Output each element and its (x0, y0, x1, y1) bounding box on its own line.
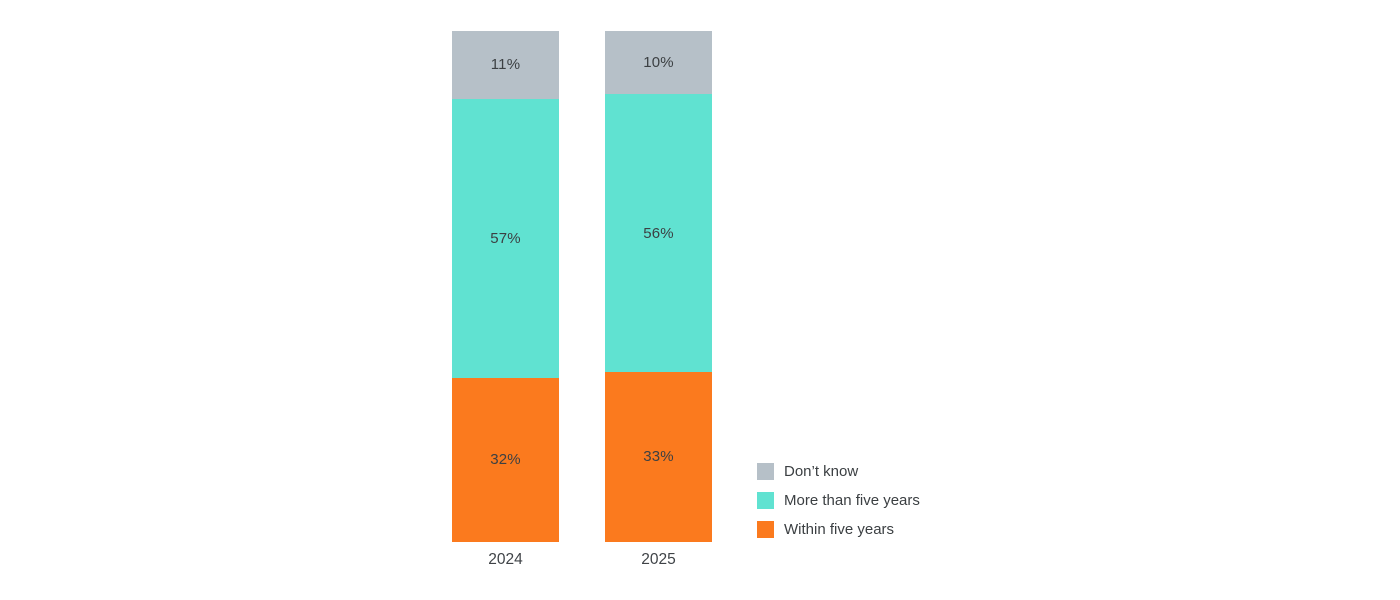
chart-legend: Don’t know More than five years Within f… (757, 462, 920, 549)
legend-item-within-five-years: Within five years (757, 520, 920, 538)
legend-swatch-more-than-five-years (757, 491, 774, 509)
category-label-2025: 2025 (641, 551, 676, 568)
segment-value-label: 33% (643, 448, 674, 466)
bar-segment-within-five-years: 33% (605, 371, 712, 542)
legend-label: Don’t know (784, 462, 859, 480)
legend-item-more-than-five-years: More than five years (757, 491, 920, 509)
segment-value-label: 11% (490, 56, 521, 74)
bar-segment-more-than-five-years: 57% (452, 98, 559, 378)
segment-value-label: 57% (490, 229, 521, 247)
segment-value-label: 32% (490, 451, 521, 469)
bar-segment-within-five-years: 32% (452, 377, 559, 542)
legend-label: More than five years (784, 491, 920, 509)
category-label-2024: 2024 (488, 551, 523, 568)
bar-segment-don-t-know: 10% (605, 31, 712, 95)
bar-2025: 10% 56% 33% (605, 31, 712, 542)
legend-swatch-within-five-years (757, 520, 774, 538)
bar-2024: 11% 57% 32% (452, 31, 559, 542)
category-labels: 2024 2025 (452, 551, 712, 569)
bar-segment-more-than-five-years: 56% (605, 94, 712, 372)
segment-value-label: 10% (643, 54, 674, 72)
bar-segment-don-t-know: 11% (452, 31, 559, 99)
legend-item-dont-know: Don’t know (757, 462, 920, 480)
legend-swatch-dont-know (757, 462, 774, 480)
legend-label: Within five years (784, 520, 895, 538)
bars-row: 11% 57% 32% 10% 56% 33% (452, 31, 712, 542)
segment-value-label: 56% (643, 224, 674, 242)
